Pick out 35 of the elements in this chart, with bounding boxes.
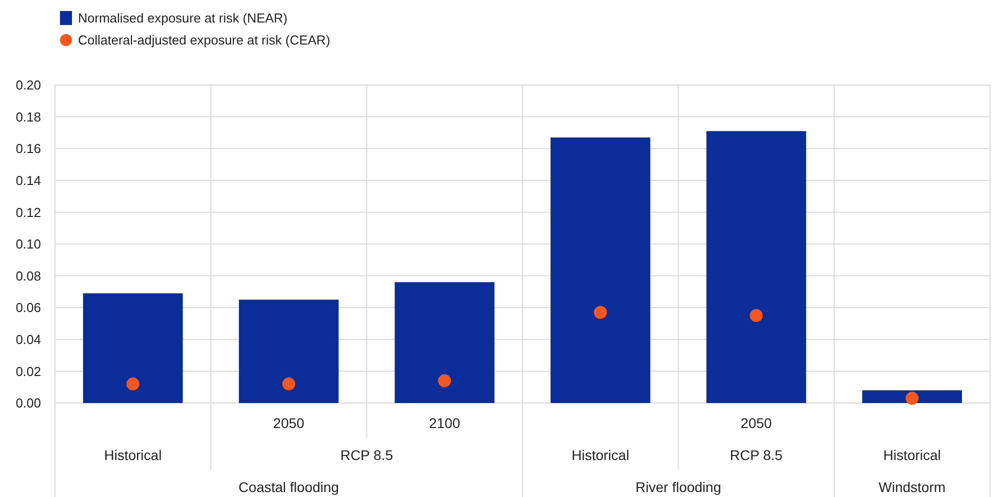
legend-label: Collateral-adjusted exposure at risk (CEAR): [78, 32, 330, 48]
bar: [550, 137, 650, 403]
point: [126, 377, 140, 390]
x-tick-label: 2100: [429, 415, 460, 431]
y-tick-label: 0.04: [16, 332, 41, 347]
point: [282, 377, 296, 390]
bar: [394, 282, 494, 403]
y-tick-label: 0.14: [16, 172, 41, 188]
x-tick-label: 2050: [273, 415, 305, 431]
text: Windstorm: [878, 479, 946, 495]
y-tick-label: 0.10: [16, 236, 41, 252]
y-tick-label: 0.08: [16, 268, 41, 284]
y-tick-label: 0.18: [16, 109, 41, 124]
y-tick-label: 0.02: [16, 364, 41, 379]
text: Historical: [572, 447, 630, 463]
text: River flooding: [636, 479, 722, 495]
y-tick-label: 0.20: [16, 78, 41, 93]
text: RCP 8.5: [340, 447, 394, 463]
bar: [706, 131, 806, 403]
y-tick-label: 0.12: [16, 204, 41, 220]
bar: [83, 293, 183, 403]
point: [594, 306, 607, 319]
bar: [238, 300, 339, 403]
text: Coastal flooding: [238, 479, 339, 495]
point: [750, 309, 763, 322]
y-tick-label: 0.16: [16, 141, 41, 156]
text: Historical: [883, 447, 941, 463]
text: RCP 8.5: [730, 447, 783, 463]
y-tick-label: 0.00: [16, 396, 41, 411]
text: Historical: [104, 447, 162, 463]
point: [906, 392, 919, 405]
point: [438, 374, 452, 388]
y-tick-label: 0.06: [16, 300, 41, 316]
legend-label: Normalised exposure at risk (NEAR): [78, 10, 288, 26]
x-tick-label: 2050: [740, 415, 772, 431]
